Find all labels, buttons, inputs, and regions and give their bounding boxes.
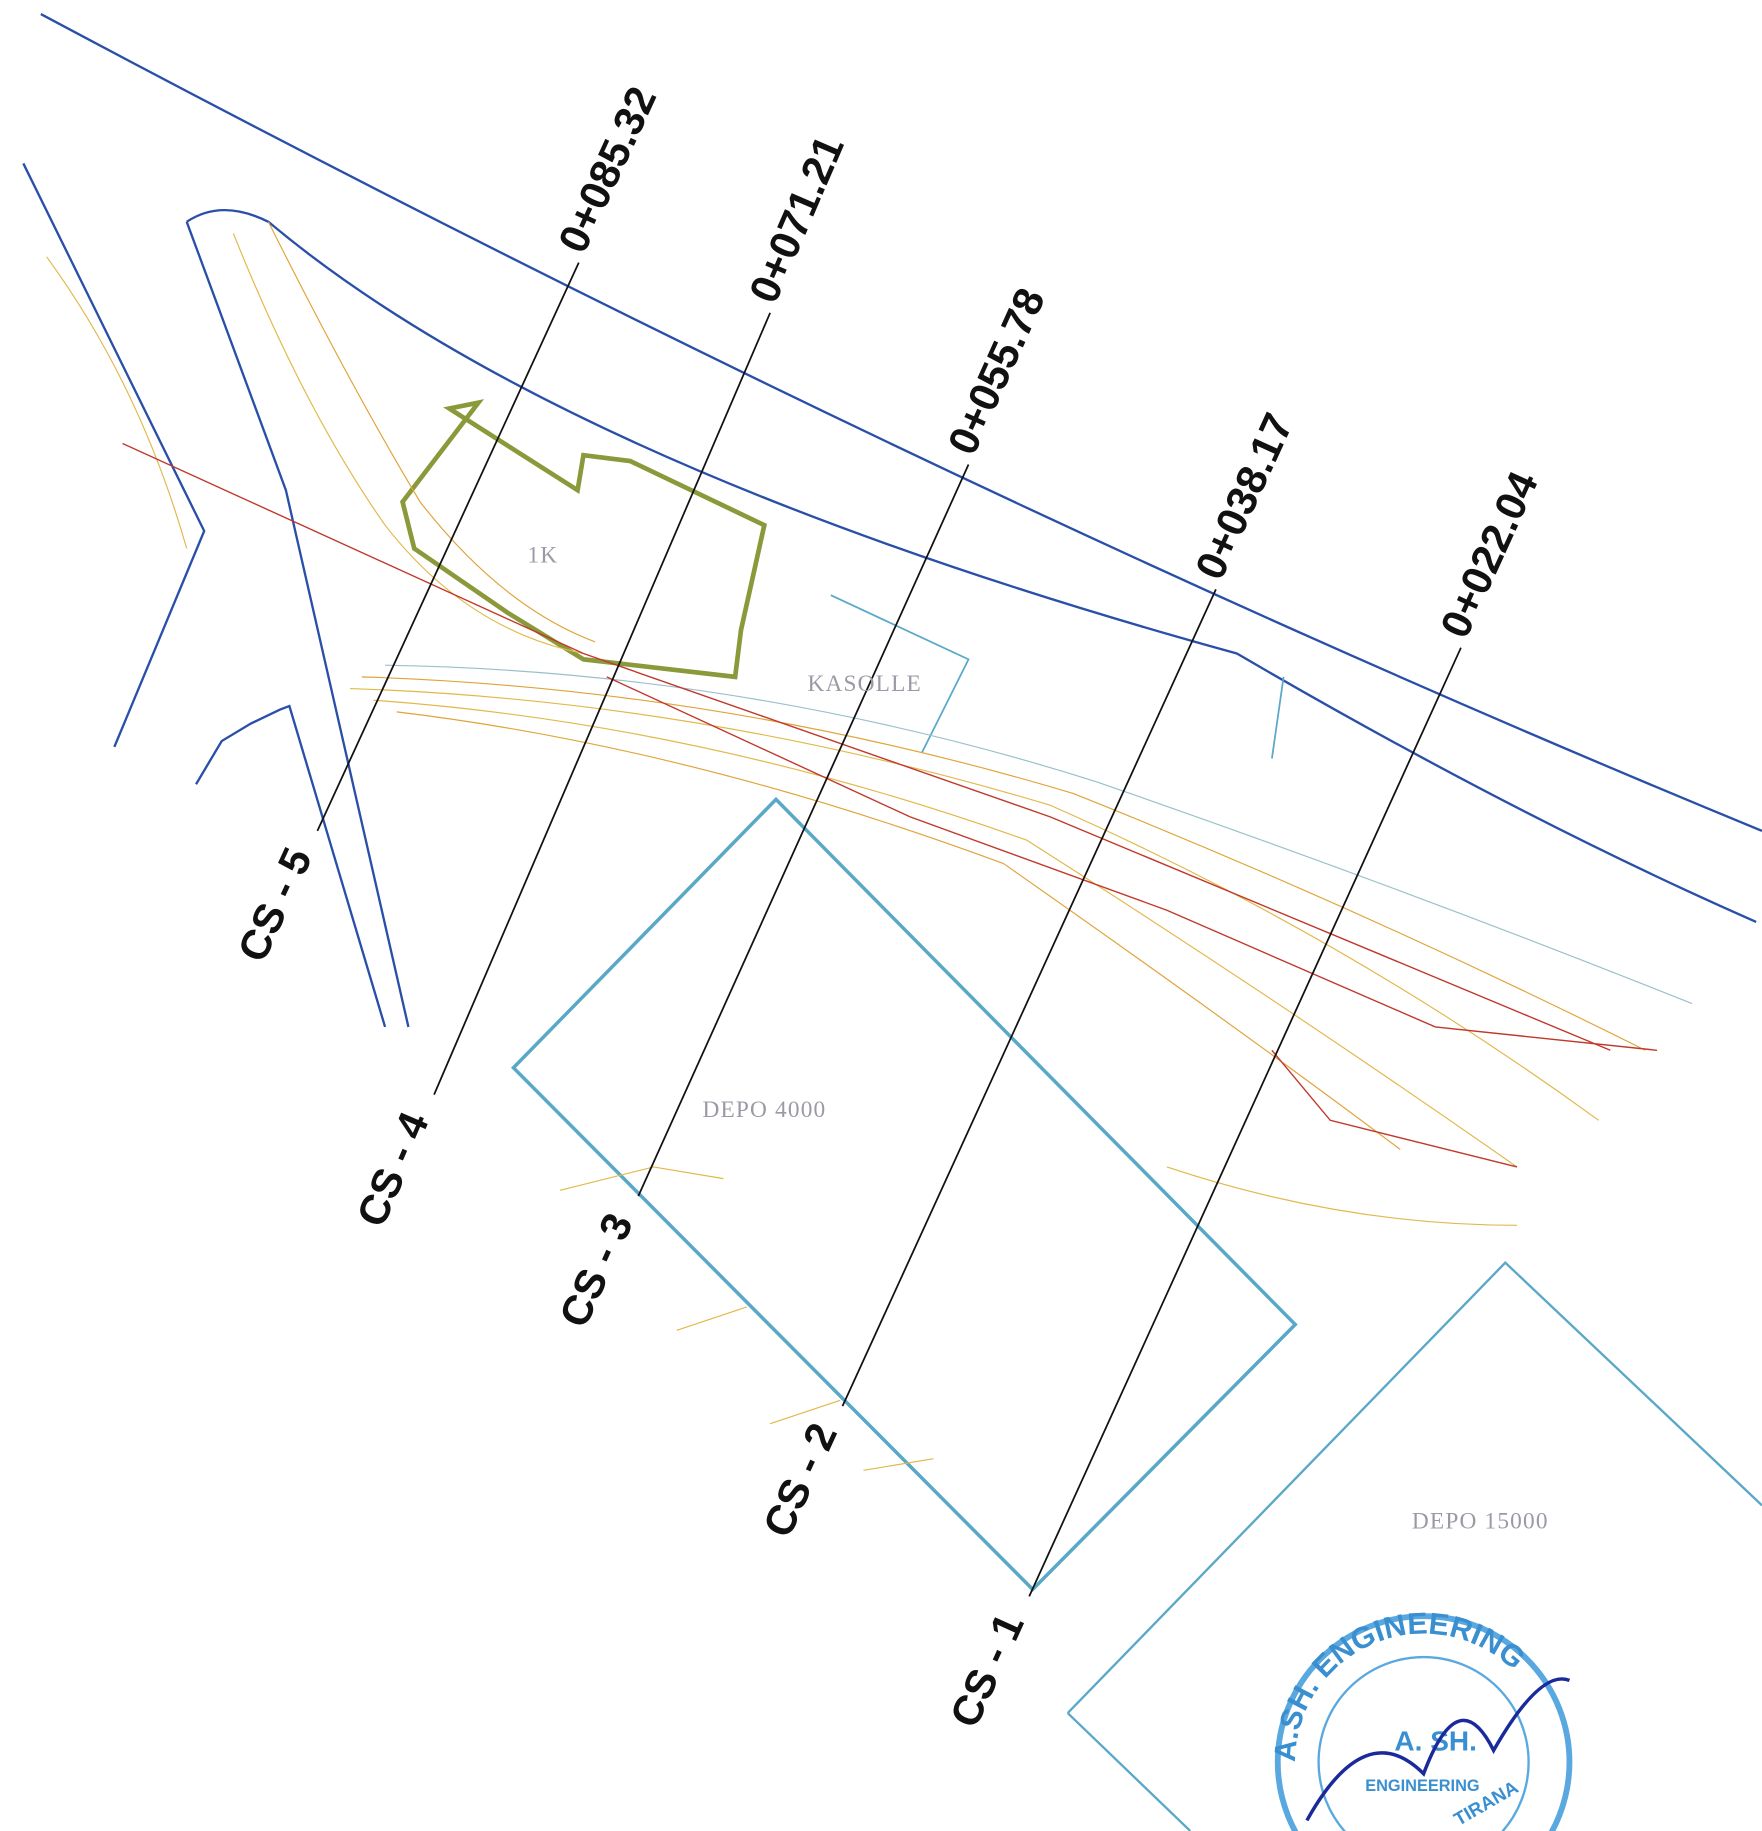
section-label: CS - 3 xyxy=(550,1206,642,1334)
breaklines xyxy=(122,442,1658,1168)
contour xyxy=(373,699,1518,1168)
station-label: 0+085.32 xyxy=(549,80,665,260)
section-label: CS - 1 xyxy=(941,1606,1033,1734)
building-outline xyxy=(400,399,767,680)
depot-label: DEPO 4000 xyxy=(702,1097,826,1123)
signature xyxy=(1305,1677,1571,1822)
section-label: CS - 5 xyxy=(228,841,320,969)
road-edge xyxy=(22,162,206,748)
contour xyxy=(396,711,1401,1150)
cross-sections: 0+085.32 CS - 5 0+071.21 CS - 4 0+055.78 CS -… xyxy=(228,80,1547,1735)
contour xyxy=(1166,1166,1517,1226)
section-line xyxy=(316,262,580,832)
depot-label: DEPO 15000 xyxy=(1412,1509,1549,1535)
road-edge xyxy=(186,208,1757,923)
station-label: 0+038.17 xyxy=(1186,406,1302,586)
stamp-text: ENGINEERING xyxy=(1365,1777,1479,1795)
stamp: A.SH. ENGINEERING A. SH. ENGINEERING TIR… xyxy=(1269,1607,1573,1831)
station-label: 0+071.21 xyxy=(740,129,853,310)
contour xyxy=(559,1166,934,1471)
contours xyxy=(46,221,1693,1471)
section-line xyxy=(1028,647,1462,1597)
road-edge xyxy=(185,221,410,1028)
stamp-text: A. SH. xyxy=(1394,1725,1476,1756)
breakline xyxy=(122,442,1611,1051)
section-line xyxy=(841,588,1217,1407)
depot-outline xyxy=(510,796,1298,1592)
hut-label: KASOLLE xyxy=(807,671,921,697)
breakline xyxy=(606,676,1658,1051)
hut-outline xyxy=(830,594,1285,759)
building-label: 1K xyxy=(527,543,558,569)
stamp-ring xyxy=(1317,1655,1530,1831)
contour xyxy=(350,687,1599,1121)
contour xyxy=(46,256,188,549)
contour xyxy=(361,676,1646,1051)
section-label: CS - 4 xyxy=(347,1105,437,1234)
section-line xyxy=(637,464,970,1197)
station-label: 0+022.04 xyxy=(1431,464,1547,645)
contour xyxy=(232,233,584,655)
road-edge xyxy=(195,704,387,1028)
breakline xyxy=(1271,1049,1518,1168)
section-line xyxy=(433,312,771,1095)
station-label: 0+055.78 xyxy=(939,281,1054,461)
depot-outline xyxy=(1066,1261,1762,1831)
road-edge xyxy=(40,13,1762,832)
contour xyxy=(385,664,1693,1005)
area-labels: 1K KASOLLE DEPO 4000 DEPO 15000 xyxy=(527,543,1549,1535)
section-label: CS - 2 xyxy=(754,1416,846,1544)
depots xyxy=(510,594,1762,1831)
contour xyxy=(267,221,596,643)
stamp-ring xyxy=(1274,1613,1573,1831)
